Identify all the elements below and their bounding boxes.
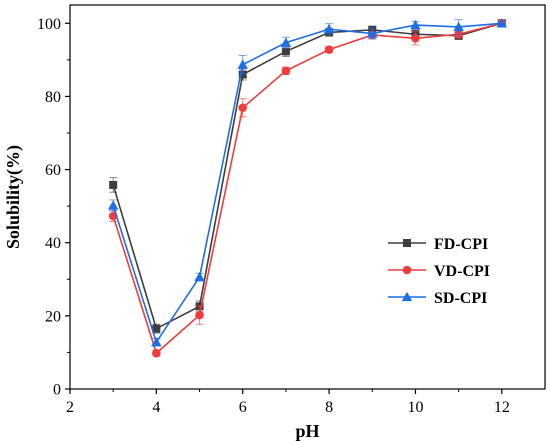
data-point (323, 23, 335, 34)
data-point (281, 47, 290, 56)
data-point (109, 180, 118, 189)
legend-label: SD-CPI (434, 290, 487, 307)
legend-label: VD-CPI (434, 263, 490, 280)
data-point (281, 66, 291, 76)
y-tick-label: 100 (37, 16, 61, 33)
legend-item-vd-cpi: VD-CPI (388, 263, 490, 280)
data-point (496, 18, 508, 28)
legend-item-sd-cpi: SD-CPI (388, 290, 487, 307)
data-point (237, 59, 248, 69)
series-line (112, 22, 502, 345)
axes: 2 4 6 8 10 12 0 20 40 60 80 100 (37, 4, 546, 416)
series-line (112, 22, 503, 330)
series-layer (107, 18, 508, 358)
legend-marker (402, 265, 412, 275)
legend: FD-CPI VD-CPI SD-CPI (388, 236, 490, 307)
data-point (410, 19, 421, 30)
x-tick-label: 12 (494, 399, 510, 416)
x-tick-label: 2 (66, 399, 74, 416)
data-point (453, 21, 464, 32)
legend-item-fd-cpi: FD-CPI (388, 236, 488, 253)
data-point (238, 103, 248, 113)
data-point (324, 45, 334, 54)
data-point (367, 28, 378, 38)
x-axis-title: pH (295, 421, 319, 441)
y-tick-label: 0 (53, 382, 61, 399)
series-line (112, 22, 503, 355)
legend-marker (401, 291, 413, 302)
series-vd-cpi (108, 18, 507, 358)
data-point (194, 271, 205, 282)
y-tick-label: 80 (45, 89, 61, 106)
x-tick-label: 10 (407, 399, 423, 416)
plot-frame (69, 4, 546, 390)
data-point (238, 70, 247, 79)
y-tick-label: 20 (45, 308, 61, 325)
data-point (107, 200, 119, 210)
y-tick-label: 60 (45, 162, 61, 179)
series-fd-cpi (109, 19, 506, 334)
data-point (411, 33, 420, 43)
data-point (195, 310, 204, 320)
series-sd-cpi (107, 18, 508, 347)
data-point (152, 348, 161, 358)
data-point (151, 336, 162, 347)
y-axis-title: Solubility(%) (3, 145, 24, 249)
legend-marker (403, 239, 411, 247)
x-tick-label: 4 (152, 399, 160, 416)
legend-label: FD-CPI (434, 236, 488, 253)
y-tick-label: 40 (45, 235, 61, 252)
data-point (152, 324, 161, 333)
x-tick-label: 8 (325, 399, 333, 416)
x-tick-label: 6 (239, 399, 247, 416)
data-point (280, 37, 292, 47)
